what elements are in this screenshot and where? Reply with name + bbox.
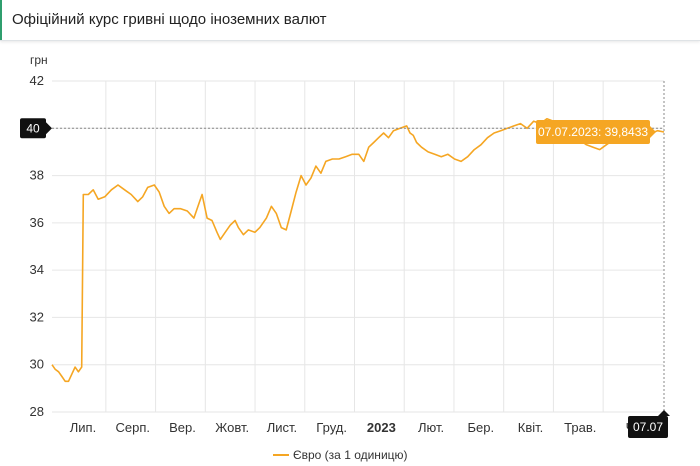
tooltip: 07.07.2023: 39,8433	[536, 119, 656, 144]
x-tick-label: 2023	[367, 420, 396, 435]
y-tick-label: 42	[30, 73, 44, 88]
x-tick-label: Лист.	[267, 420, 297, 435]
x-tick-label: Квіт.	[518, 420, 544, 435]
y-tick-label: 28	[30, 404, 44, 419]
y-tick-label: 38	[30, 168, 44, 183]
y-tick-label: 32	[30, 309, 44, 324]
tooltip-text: 07.07.2023: 39,8433	[538, 125, 648, 139]
x-tick-label: Трав.	[564, 420, 596, 435]
x-axis-ticks: Лип. Серп. Вер. Жовт. Лист. Груд. 2023 Лют. Бер.…	[70, 420, 635, 435]
crosshair-y-value: 40	[26, 121, 40, 135]
chart-grid	[52, 80, 664, 413]
euro-series-line[interactable]	[51, 118, 665, 383]
crosshair-y-label: 40	[20, 118, 52, 139]
x-tick-label: Груд.	[316, 420, 347, 435]
x-tick-label: Серп.	[115, 420, 150, 435]
chart-title: Офіційний курс гривні щодо іноземних вал…	[12, 11, 327, 28]
x-tick-label: Жовт.	[215, 420, 249, 435]
y-tick-label: 36	[30, 215, 44, 230]
x-tick-label: Лип.	[70, 420, 96, 435]
legend[interactable]: Євро (за 1 одиницю)	[273, 448, 408, 462]
euro-rate-chart[interactable]: грн 2830323436384042 Лип.Серп.Вер.Жовт.Л…	[0, 42, 700, 466]
crosshair-x-label: 07.07	[628, 410, 670, 438]
x-tick-label: Вер.	[169, 420, 196, 435]
legend-label: Євро (за 1 одиницю)	[293, 448, 408, 462]
crosshair-x-value: 07.07	[633, 420, 663, 434]
y-axis-unit: грн	[30, 53, 48, 67]
header-accent-bar	[0, 0, 2, 40]
x-tick-label: Лют.	[418, 420, 444, 435]
chart-header: Офіційний курс гривні щодо іноземних вал…	[0, 0, 700, 41]
y-tick-label: 30	[30, 357, 44, 372]
y-tick-label: 34	[30, 262, 44, 277]
x-tick-label: Бер.	[468, 420, 495, 435]
